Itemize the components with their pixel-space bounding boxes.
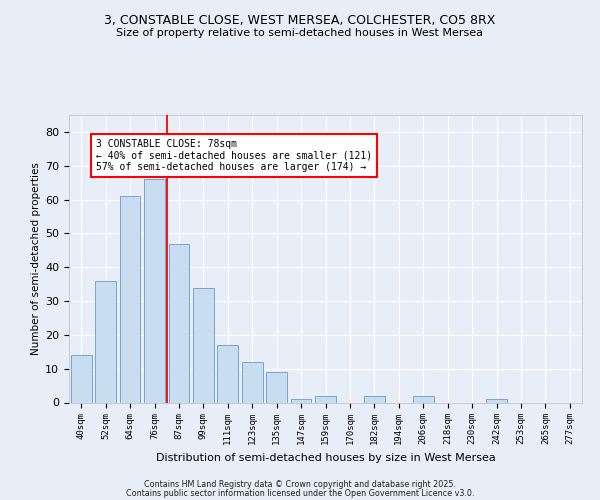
Bar xyxy=(144,180,165,402)
Bar xyxy=(486,399,507,402)
Text: Size of property relative to semi-detached houses in West Mersea: Size of property relative to semi-detach… xyxy=(116,28,484,38)
Text: 3, CONSTABLE CLOSE, WEST MERSEA, COLCHESTER, CO5 8RX: 3, CONSTABLE CLOSE, WEST MERSEA, COLCHES… xyxy=(104,14,496,27)
Bar xyxy=(95,280,116,402)
Bar xyxy=(290,399,311,402)
Bar xyxy=(169,244,190,402)
Bar xyxy=(242,362,263,403)
Bar xyxy=(71,355,92,403)
Bar xyxy=(364,396,385,402)
Bar xyxy=(217,345,238,403)
Bar xyxy=(266,372,287,402)
Bar xyxy=(413,396,434,402)
Text: 3 CONSTABLE CLOSE: 78sqm
← 40% of semi-detached houses are smaller (121)
57% of : 3 CONSTABLE CLOSE: 78sqm ← 40% of semi-d… xyxy=(96,138,372,172)
Text: Contains public sector information licensed under the Open Government Licence v3: Contains public sector information licen… xyxy=(126,488,474,498)
Bar xyxy=(119,196,140,402)
Bar xyxy=(315,396,336,402)
X-axis label: Distribution of semi-detached houses by size in West Mersea: Distribution of semi-detached houses by … xyxy=(155,453,496,463)
Text: Contains HM Land Registry data © Crown copyright and database right 2025.: Contains HM Land Registry data © Crown c… xyxy=(144,480,456,489)
Bar xyxy=(193,288,214,403)
Y-axis label: Number of semi-detached properties: Number of semi-detached properties xyxy=(31,162,41,355)
